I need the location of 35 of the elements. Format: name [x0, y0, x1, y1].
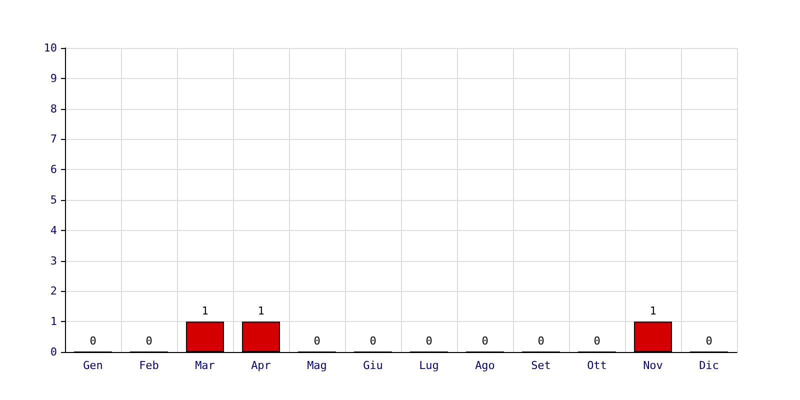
data-label: 0 [370, 334, 376, 348]
y-tick-label: 4 [50, 224, 58, 237]
y-tick-label: 6 [50, 163, 57, 176]
y-tick-label: 7 [50, 132, 57, 146]
data-label: 1 [258, 304, 264, 318]
x-tick-label: Lug [419, 359, 439, 372]
x-tick-label: Dic [699, 359, 719, 372]
y-tick-label: 0 [50, 346, 57, 358]
x-tick-label: Ago [475, 359, 495, 372]
x-tick-label: Ott [587, 359, 607, 372]
data-label: 0 [706, 334, 712, 348]
x-tick-label: Giu [363, 359, 383, 372]
y-tick-label: 3 [50, 254, 57, 268]
x-tick-label: Mag [307, 359, 327, 372]
x-tick-label: Set [531, 359, 551, 372]
y-tick-label: 2 [50, 284, 57, 298]
y-tick-label: 10 [44, 42, 57, 54]
data-label: 0 [314, 334, 320, 348]
data-label: 0 [90, 334, 96, 348]
y-tick-label: 8 [50, 102, 57, 116]
x-tick-label: Gen [83, 359, 103, 372]
data-label: 1 [202, 304, 208, 318]
data-label: 0 [146, 334, 152, 348]
data-label: 0 [426, 334, 432, 348]
data-label: 0 [594, 334, 600, 348]
x-tick-label: Feb [139, 359, 159, 372]
x-tick-label: Mar [195, 359, 216, 372]
data-label: 1 [650, 304, 656, 318]
data-label: 0 [482, 334, 488, 348]
y-tick-label: 9 [50, 72, 57, 85]
y-tick-label: 5 [50, 194, 57, 206]
x-tick-label: Nov [643, 359, 664, 372]
x-tick-label: Apr [251, 359, 272, 372]
y-tick-label: 1 [50, 315, 57, 328]
data-label: 0 [538, 334, 544, 348]
